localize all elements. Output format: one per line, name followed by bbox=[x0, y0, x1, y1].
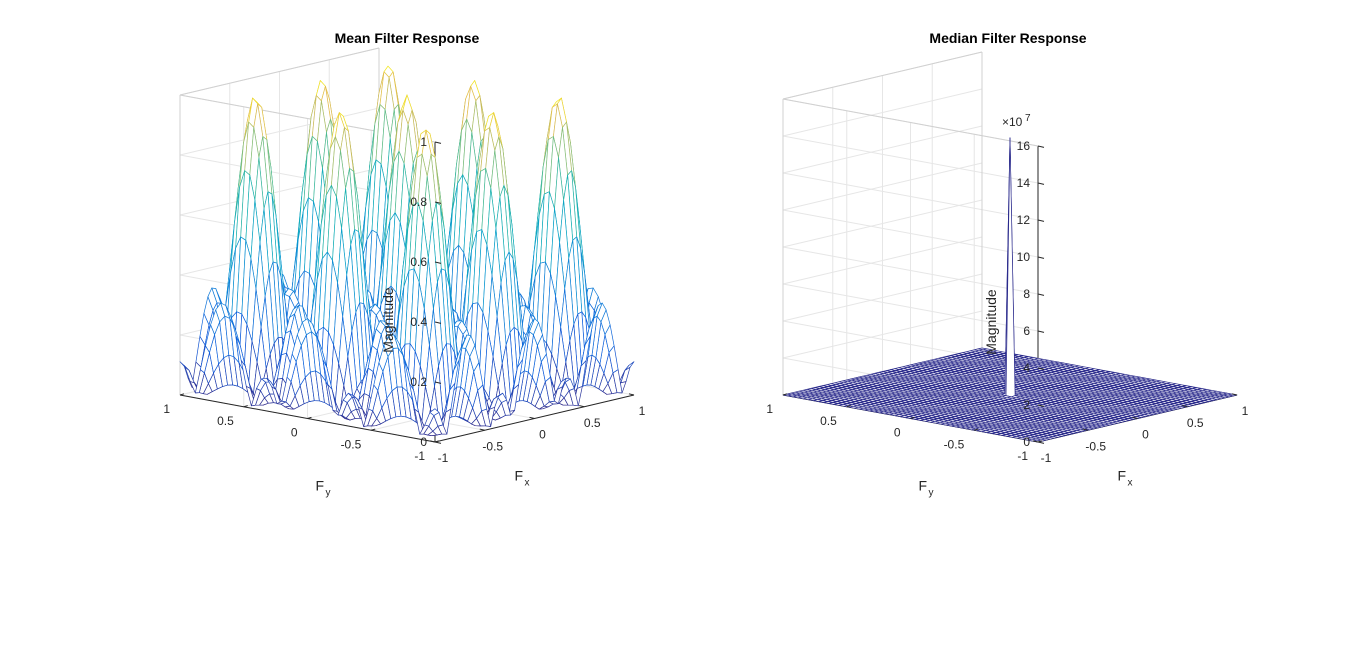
axes-1: 0 0.2 0.4 0.6 0.8 1 -1 -0.5 0 0.5 1 -1 -0.5 0 0.5 1 Mean… bbox=[163, 30, 645, 499]
chart-title: Mean Filter Response bbox=[335, 30, 480, 46]
y-tick bbox=[371, 428, 376, 431]
z-tick bbox=[434, 141, 442, 144]
x-tick-label: 1 bbox=[639, 404, 646, 418]
surface-mesh bbox=[782, 137, 1238, 443]
z-tick-label: 1 bbox=[420, 135, 427, 149]
z-tick-label: 0 bbox=[420, 435, 427, 449]
x-tick-label: -1 bbox=[438, 451, 449, 465]
x-axis-label: F bbox=[515, 468, 524, 484]
surface-patch bbox=[184, 366, 195, 384]
x-tick-label: 0 bbox=[539, 428, 546, 442]
y-tick-label: 0.5 bbox=[217, 414, 234, 428]
y-tick-label: -0.5 bbox=[341, 437, 362, 451]
z-tick-label: 0.8 bbox=[410, 195, 427, 209]
y-axis-label-subscript: y bbox=[326, 488, 331, 499]
box-edge bbox=[179, 47, 380, 96]
x-tick bbox=[479, 428, 485, 431]
x-tick bbox=[579, 405, 585, 408]
y-tick-label: -1 bbox=[414, 449, 425, 463]
z-tick-label: 0.6 bbox=[410, 255, 427, 269]
y-tick bbox=[243, 405, 248, 408]
y-tick bbox=[179, 393, 185, 396]
z-tick-label: 0.2 bbox=[410, 375, 427, 389]
z-axis-label: Magnitude bbox=[380, 287, 396, 353]
x-tick bbox=[628, 393, 635, 396]
y-tick bbox=[434, 440, 440, 443]
z-tick-label: 0.4 bbox=[410, 315, 427, 329]
y-tick-label: 0 bbox=[291, 426, 298, 440]
x-tick-label: 0.5 bbox=[584, 416, 601, 430]
y-tick-label: 1 bbox=[163, 402, 170, 416]
y-axis-label: F bbox=[316, 478, 325, 494]
x-tick bbox=[429, 440, 436, 443]
axes-2: 0246810121416-1-0.500.51-1-0.500.51Media… bbox=[766, 30, 1248, 499]
grid-line bbox=[179, 107, 380, 156]
x-axis-label-subscript: x bbox=[525, 478, 530, 489]
x-tick bbox=[529, 416, 535, 419]
x-tick-label: -0.5 bbox=[482, 439, 503, 453]
surface-mesh bbox=[179, 65, 635, 436]
y-tick bbox=[307, 416, 312, 419]
